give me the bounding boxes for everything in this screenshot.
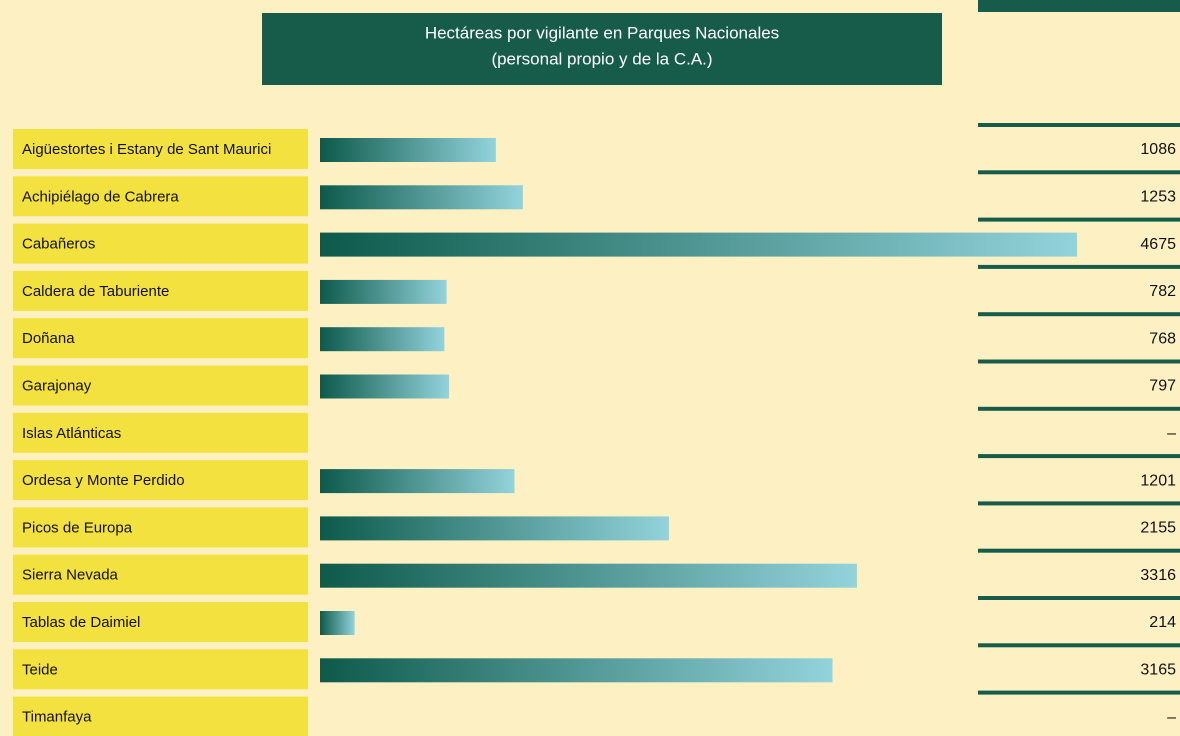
bar	[320, 469, 515, 494]
value-label: 768	[1149, 330, 1176, 347]
row-accent	[978, 123, 1180, 127]
label-box	[13, 223, 308, 264]
row-accent	[978, 454, 1180, 459]
category-label: Picos de Europa	[22, 519, 133, 536]
label-box	[13, 649, 308, 690]
value-label: –	[1167, 425, 1176, 442]
chart-title: Hectáreas por vigilante en Parques Nacio…	[425, 23, 779, 42]
label-box	[13, 696, 308, 736]
category-label: Aigüestortes i Estany de Sant Maurici	[22, 141, 271, 158]
value-label: 214	[1149, 614, 1176, 631]
label-box	[13, 602, 308, 642]
row-accent	[978, 548, 1180, 553]
value-label: 782	[1149, 283, 1176, 300]
row-accent	[978, 170, 1180, 175]
title-box	[262, 13, 942, 85]
value-label: 797	[1149, 378, 1176, 395]
label-box	[13, 460, 308, 501]
bar	[320, 658, 833, 683]
category-label: Tablas de Daimiel	[22, 614, 140, 631]
value-label: 2155	[1140, 520, 1176, 537]
row-accent	[978, 359, 1180, 364]
category-label: Achipiélago de Cabrera	[22, 188, 179, 205]
chart-subtitle: (personal propio y de la C.A.)	[491, 49, 712, 68]
bar	[320, 374, 450, 399]
category-label: Timanfaya	[22, 709, 92, 726]
value-label: 1201	[1140, 472, 1176, 489]
bar	[320, 279, 447, 304]
row-accent	[978, 312, 1180, 317]
label-box	[13, 318, 308, 359]
bar	[320, 516, 669, 541]
row-accent	[978, 217, 1180, 222]
top-accent	[978, 0, 1180, 12]
label-box	[13, 176, 308, 217]
category-label: Islas Atlánticas	[22, 425, 121, 442]
value-label: 1253	[1140, 189, 1176, 206]
label-box	[13, 554, 308, 595]
category-label: Ordesa y Monte Perdido	[22, 472, 185, 489]
row-accent	[978, 501, 1180, 506]
label-box	[13, 412, 308, 453]
row-accent	[978, 690, 1180, 695]
row-accent	[978, 643, 1180, 648]
row-accent	[978, 406, 1180, 411]
bar	[320, 611, 355, 635]
bar	[320, 138, 496, 162]
value-label: 3316	[1140, 567, 1176, 584]
category-label: Teide	[22, 661, 58, 678]
value-label: 1086	[1140, 141, 1176, 158]
category-label: Sierra Nevada	[22, 567, 119, 584]
bar	[320, 232, 1077, 257]
label-box	[13, 365, 308, 406]
category-label: Cabañeros	[22, 236, 95, 253]
label-box	[13, 129, 308, 169]
label-box	[13, 270, 308, 311]
category-label: Doñana	[22, 330, 75, 347]
label-box	[13, 507, 308, 548]
row-accent	[978, 596, 1180, 600]
bar	[320, 185, 523, 210]
bar	[320, 327, 445, 352]
bar	[320, 563, 857, 588]
value-label: –	[1167, 709, 1176, 726]
row-accent	[978, 264, 1180, 269]
value-label: 4675	[1140, 236, 1176, 253]
category-label: Garajonay	[22, 377, 92, 394]
value-label: 3165	[1140, 662, 1176, 679]
category-label: Caldera de Taburiente	[22, 283, 169, 300]
